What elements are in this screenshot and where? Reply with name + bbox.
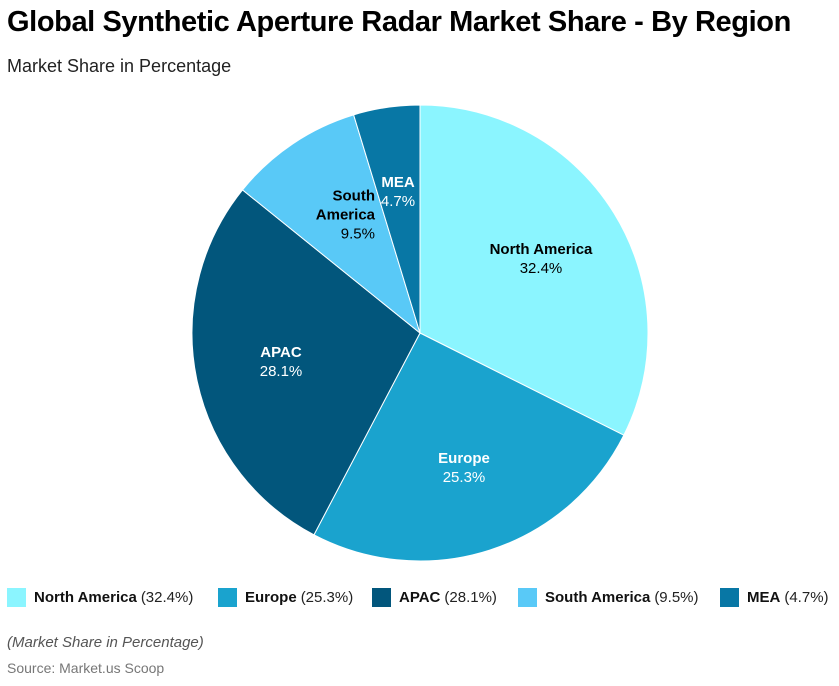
pie-slice-apac[interactable] [191,189,421,536]
chart-subtitle: Market Share in Percentage [7,56,232,76]
legend-item-apac[interactable]: APAC (28.1%) [372,587,497,607]
pie-slice-europe[interactable] [313,332,625,562]
pie-slice-north-america[interactable] [419,104,649,436]
legend-swatch-mea [720,587,739,607]
chart-title: Global Synthetic Aperture Radar Market S… [7,6,791,38]
pie-slice-south-america[interactable] [241,114,421,335]
slice-label-south-america: South America 9.5% [315,187,375,243]
legend-item-north-america[interactable]: North America (32.4%) [7,587,193,607]
legend-swatch-south-america [518,587,537,607]
legend: North America (32.4%) Europe (25.3%) APA… [7,587,837,609]
legend-swatch-europe [218,587,237,607]
chart-note: (Market Share in Percentage) [7,634,204,651]
pie-slice-mea[interactable] [353,104,421,334]
slice-label-mea: MEA 4.7% [380,174,416,210]
legend-item-europe[interactable]: Europe (25.3%) [218,587,353,607]
chart-source: Source: Market.us Scoop [7,660,165,676]
slice-label-europe: Europe 25.3% [438,450,490,486]
legend-swatch-north-america [7,587,26,607]
pie-chart [191,104,649,562]
slice-label-north-america: North America 32.4% [489,241,593,277]
legend-swatch-apac [372,587,391,607]
legend-item-south-america[interactable]: South America (9.5%) [518,587,699,607]
slice-label-apac: APAC 28.1% [259,344,303,380]
legend-item-mea[interactable]: MEA (4.7%) [720,587,829,607]
